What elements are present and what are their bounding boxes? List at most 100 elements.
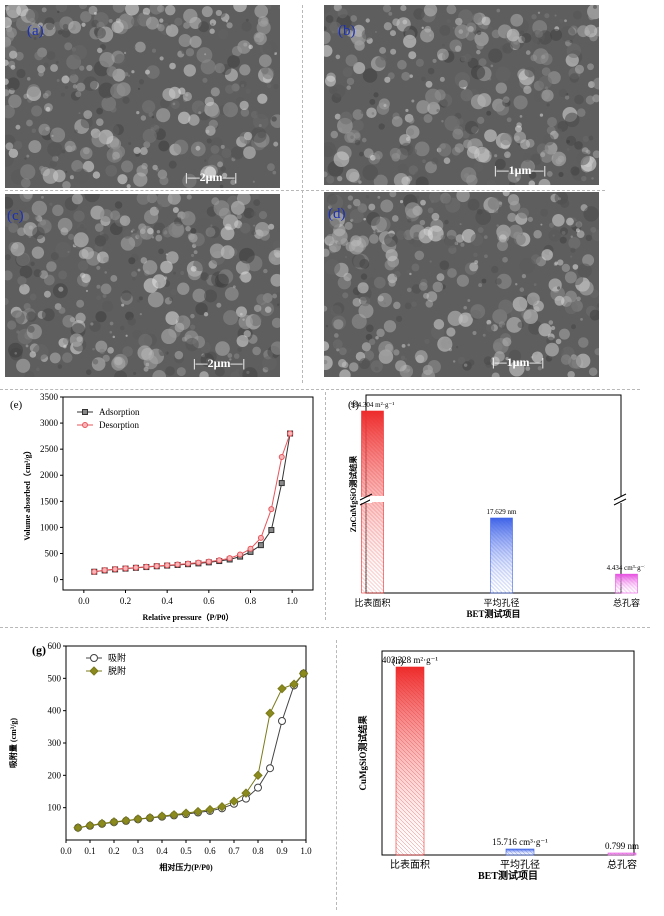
sem-grain — [420, 28, 435, 43]
bar-value-label: 4.434 cm³·g⁻¹ — [607, 564, 645, 572]
data-point — [101, 567, 108, 574]
sem-grain — [520, 160, 535, 175]
sem-grain — [358, 303, 374, 319]
bar-hatch — [395, 830, 421, 856]
sem-grain — [17, 275, 27, 286]
sem-grain — [414, 250, 425, 261]
sem-grain — [472, 331, 477, 336]
sem-grain — [177, 111, 191, 125]
bar-hatch — [361, 428, 384, 452]
sem-grain — [590, 226, 597, 233]
sem-grain — [375, 335, 379, 340]
bar-hatch — [617, 852, 621, 856]
sem-grain — [396, 230, 406, 240]
sem-grain — [164, 5, 176, 16]
bar-hatch — [395, 698, 425, 728]
sem-grain — [402, 19, 408, 25]
bar-hatch — [361, 420, 384, 444]
bar-hatch — [361, 568, 384, 592]
sem-grain — [204, 159, 207, 162]
sem-grain — [525, 366, 531, 371]
data-point — [278, 480, 285, 487]
bar-hatch — [395, 806, 425, 836]
x-tick-label: 0.9 — [276, 846, 288, 856]
sem-grain — [565, 290, 577, 303]
sem-grain — [521, 273, 527, 279]
sem-grain — [446, 327, 456, 337]
sem-grain — [78, 112, 81, 115]
sem-grain — [81, 246, 94, 260]
sem-grain — [110, 83, 126, 99]
sem-grain — [178, 34, 192, 48]
sem-grain — [477, 227, 484, 234]
bar-hatch — [395, 666, 425, 696]
sem-grain — [143, 278, 159, 293]
sem-grain — [96, 265, 101, 270]
sem-grain — [591, 177, 594, 180]
sem-grain — [190, 313, 195, 319]
sem-grain — [416, 100, 430, 114]
x-tick-label: 0.4 — [156, 846, 168, 856]
bar-hatch — [361, 456, 384, 480]
bar-hatch — [395, 746, 425, 776]
axis-break-mask — [614, 497, 626, 503]
sem-grain — [23, 194, 33, 200]
sem-grain — [27, 84, 41, 97]
sem-grain — [350, 135, 354, 139]
sem-grain — [139, 312, 142, 316]
bar-hatch — [361, 524, 384, 548]
sem-grain — [137, 268, 141, 272]
sem-grain — [41, 308, 55, 322]
sem-grain — [178, 87, 186, 95]
chart-f-bet-bar: (f) 984.304 m²·g⁻¹ 比表面积 17.629 nm 平均孔径 4.434… — [348, 394, 645, 619]
sem-grain — [227, 353, 233, 358]
bar-hatch — [395, 798, 425, 828]
bar-value-label: 0.799 nm — [605, 841, 639, 851]
sem-grain — [109, 105, 117, 113]
sem-grain — [185, 225, 191, 232]
sem-grain — [36, 367, 40, 372]
sem-grain — [58, 286, 64, 292]
sem-grain — [436, 273, 445, 282]
sem-grain — [592, 150, 599, 159]
sem-grain — [550, 28, 563, 41]
sem-grain — [577, 108, 586, 117]
sem-grain — [204, 53, 207, 56]
sem-grain — [507, 212, 517, 222]
sem-grain — [447, 268, 457, 278]
bar-hatch — [490, 528, 513, 552]
x-tick-label: 1.0 — [300, 846, 312, 856]
sem-grain — [574, 94, 584, 105]
sem-grain — [165, 24, 179, 37]
y-tick-label: 3000 — [40, 418, 59, 428]
sem-grain — [491, 265, 499, 274]
sem-grain — [496, 273, 512, 289]
bar-hatch — [395, 762, 425, 792]
sem-grain — [509, 361, 525, 377]
bar-hatch — [361, 536, 384, 560]
bar-hatch — [490, 560, 513, 584]
sem-grain — [352, 297, 362, 307]
sem-grain — [552, 234, 555, 237]
bar-hatch — [361, 492, 384, 516]
sem-grain — [346, 85, 351, 90]
bar-hatch — [361, 508, 384, 532]
bar-hatch — [361, 444, 384, 468]
bar-hatch — [613, 852, 617, 856]
sem-grain — [62, 338, 69, 345]
sem-grain — [548, 222, 555, 228]
sem-grain — [50, 127, 66, 143]
sem-grain — [166, 251, 179, 264]
sem-grain — [31, 200, 48, 217]
sem-grain — [524, 66, 536, 78]
bar-hatch — [367, 410, 384, 428]
bar-hatch — [490, 524, 513, 548]
legend-label: 脱附 — [108, 665, 126, 676]
sem-grain — [77, 260, 89, 272]
sem-grain — [346, 77, 355, 86]
sem-grain — [513, 95, 528, 110]
sem-grain — [441, 43, 445, 47]
bar-hatch — [395, 738, 425, 768]
sem-grain — [557, 259, 564, 266]
sem-grain — [575, 221, 583, 228]
